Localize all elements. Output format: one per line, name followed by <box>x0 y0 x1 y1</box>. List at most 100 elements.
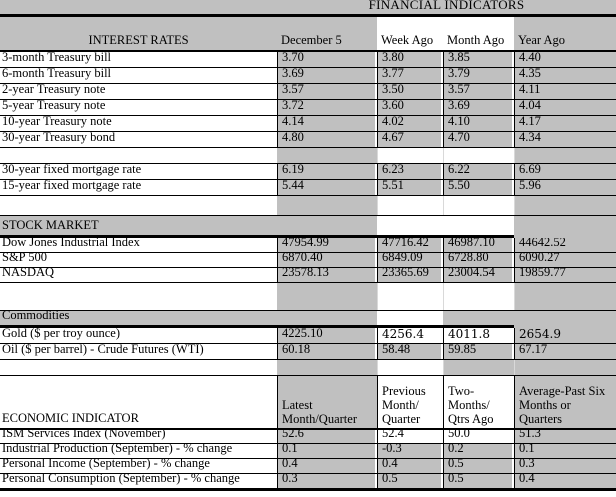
cell-value: 3.57 <box>277 84 377 99</box>
table-row: 2-year Treasury note 3.57 3.50 3.57 4.11 <box>0 84 616 100</box>
cell-value: 4.14 <box>277 116 377 131</box>
cell-value: 5.96 <box>514 180 616 195</box>
cell-value: 58.48 <box>377 344 443 359</box>
cell-value: 3.72 <box>277 100 377 115</box>
blank-row <box>0 196 616 216</box>
cell-value: 3.79 <box>443 68 514 83</box>
cell-value: 4.11 <box>514 84 616 99</box>
cell-value: 50.0 <box>443 430 514 443</box>
cell-value: 4.02 <box>377 116 443 131</box>
cell-value: 0.5 <box>443 474 514 488</box>
cell-value: 6.69 <box>514 164 616 179</box>
table-row: 15-year fixed mortgage rate 5.44 5.51 5.… <box>0 180 616 196</box>
cell-value: 0.1 <box>514 444 616 458</box>
cell-value: 0.4 <box>514 474 616 488</box>
economic-indicator-section-label: ECONOMIC INDICATOR <box>0 376 277 428</box>
cell-value: 0.5 <box>377 474 443 488</box>
table-row: 30-year Treasury bond 4.80 4.67 4.70 4.3… <box>0 132 616 148</box>
cell-value: 0.4 <box>377 459 443 473</box>
cell-label: 15-year fixed mortgage rate <box>0 180 277 195</box>
column-header-two-months-qtrs-ago: Two- Months/ Qtrs Ago <box>443 376 514 428</box>
cell-value: 60.18 <box>277 344 377 359</box>
table-row: ISM Services Index (November) 52.6 52.4 … <box>0 430 616 444</box>
cell-label: 2-year Treasury note <box>0 84 277 99</box>
cell-value: 4011.8 <box>443 328 514 343</box>
cell-value: 6.23 <box>377 164 443 179</box>
table-row: NASDAQ 23578.13 23365.69 23004.54 19859.… <box>0 268 616 283</box>
cell-value: 59.85 <box>443 344 514 359</box>
cell-value: 52.4 <box>377 430 443 443</box>
cell-label: Gold ($ per troy ounce) <box>0 328 277 343</box>
table-row: Dow Jones Industrial Index 47954.99 4771… <box>0 238 616 253</box>
interest-rates-header-row: INTEREST RATES December 5 Week Ago Month… <box>0 17 616 52</box>
cell-value: -0.3 <box>377 444 443 458</box>
cell-value: 23578.13 <box>277 268 377 282</box>
cell-value: 5.44 <box>277 180 377 195</box>
table-row: 3-month Treasury bill 3.70 3.80 3.85 4.4… <box>0 52 616 68</box>
cell-value: 4.70 <box>443 132 514 147</box>
cell-value: 0.3 <box>277 474 377 488</box>
blank-row <box>0 283 616 311</box>
commodities-section-label: Commodities <box>0 311 377 328</box>
cell-value: 3.69 <box>277 68 377 83</box>
cell-value: 3.57 <box>443 84 514 99</box>
cell-label: 30-year Treasury bond <box>0 132 277 147</box>
stock-market-section-label: STOCK MARKET <box>0 216 377 238</box>
table-row: Personal Consumption (September) - % cha… <box>0 474 616 491</box>
cell-value: 0.3 <box>514 459 616 473</box>
cell-value: 0.5 <box>443 459 514 473</box>
economic-indicator-header-row: ECONOMIC INDICATOR Latest Month/Quarter … <box>0 376 616 430</box>
cell-label: 10-year Treasury note <box>0 116 277 131</box>
cell-value: 3.69 <box>443 100 514 115</box>
cell-label: Oil ($ per barrel) - Crude Futures (WTI) <box>0 344 277 359</box>
table-row: 5-year Treasury note 3.72 3.60 3.69 4.04 <box>0 100 616 116</box>
page-title: FINANCIAL INDICATORS <box>277 0 616 14</box>
cell-label: 5-year Treasury note <box>0 100 277 115</box>
blank-row <box>0 360 616 376</box>
cell-value: 6849.09 <box>377 253 443 267</box>
cell-value: 4.67 <box>377 132 443 147</box>
column-header-month-ago: Month Ago <box>443 17 514 50</box>
cell-value: 4225.10 <box>277 328 377 343</box>
cell-label: Industrial Production (September) - % ch… <box>0 444 277 458</box>
cell-label: Dow Jones Industrial Index <box>0 238 277 252</box>
cell-value: 3.50 <box>377 84 443 99</box>
cell-value: 44642.52 <box>514 238 616 252</box>
cell-label: Personal Income (September) - % change <box>0 459 277 473</box>
column-header-latest-month-quarter: Latest Month/Quarter <box>277 376 377 428</box>
interest-rates-section-label: INTEREST RATES <box>0 17 277 50</box>
commodities-section-row: Commodities <box>0 311 616 328</box>
column-header-previous-month-quarter: Previous Month/ Quarter <box>377 376 443 428</box>
cell-label: S&P 500 <box>0 253 277 267</box>
cell-value: 51.3 <box>514 430 616 443</box>
cell-value: 3.80 <box>377 52 443 67</box>
cell-value: 5.50 <box>443 180 514 195</box>
title-row: FINANCIAL INDICATORS <box>0 0 616 17</box>
column-header-december-5: December 5 <box>277 17 377 50</box>
cell-value: 6.19 <box>277 164 377 179</box>
cell-value: 23365.69 <box>377 268 443 282</box>
stock-market-section-row: STOCK MARKET <box>0 216 616 238</box>
cell-value: 52.6 <box>277 430 377 443</box>
cell-value: 67.17 <box>514 344 616 359</box>
cell-value: 47954.99 <box>277 238 377 252</box>
cell-value: 6.22 <box>443 164 514 179</box>
table-row: 10-year Treasury note 4.14 4.02 4.10 4.1… <box>0 116 616 132</box>
column-header-average-past-six: Average-Past Six Months or Quarters <box>514 376 616 428</box>
table-row: 6-month Treasury bill 3.69 3.77 3.79 4.3… <box>0 68 616 84</box>
blank-row <box>0 148 616 164</box>
cell-value: 46987.10 <box>443 238 514 252</box>
cell-label: NASDAQ <box>0 268 277 282</box>
cell-value: 4.17 <box>514 116 616 131</box>
cell-value: 0.2 <box>443 444 514 458</box>
cell-value: 19859.77 <box>514 268 616 282</box>
cell-value: 6870.40 <box>277 253 377 267</box>
cell-label: 30-year fixed mortgage rate <box>0 164 277 179</box>
cell-label: ISM Services Index (November) <box>0 430 277 443</box>
cell-value: 4.10 <box>443 116 514 131</box>
column-header-year-ago: Year Ago <box>514 17 616 50</box>
cell-value: 47716.42 <box>377 238 443 252</box>
column-header-week-ago: Week Ago <box>377 17 443 50</box>
cell-value: 3.60 <box>377 100 443 115</box>
